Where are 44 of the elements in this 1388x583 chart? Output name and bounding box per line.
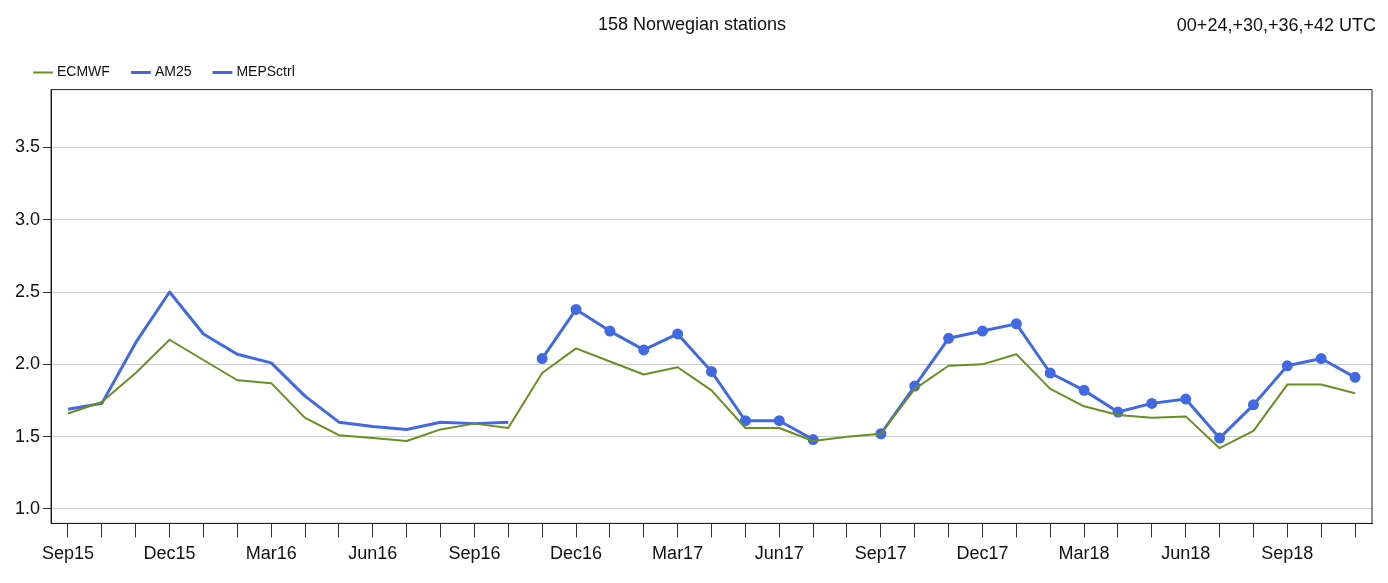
y-tick-label: 1.0 <box>14 497 41 518</box>
chart-title: 158 Norwegian stations <box>597 13 787 34</box>
text: 00+24,+30,+36,+42 UTC <box>1176 14 1376 35</box>
legend-label: AM25 <box>154 63 192 80</box>
point <box>638 344 650 356</box>
point <box>1281 360 1293 372</box>
point <box>1146 397 1158 409</box>
point <box>739 415 751 427</box>
point <box>1010 318 1022 330</box>
x-tick-label: Sep15 <box>41 543 94 564</box>
point <box>1214 432 1226 444</box>
point <box>976 325 988 337</box>
point <box>536 353 548 365</box>
x-tick-label: Mar18 <box>1058 543 1110 564</box>
y-tick-label: 3.5 <box>14 136 41 157</box>
point <box>604 325 616 337</box>
point <box>672 328 684 340</box>
point <box>1078 384 1090 396</box>
x-tick-label: Dec17 <box>956 543 1009 564</box>
y-tick-label: 3.0 <box>14 208 41 229</box>
x-tick-label: Jun17 <box>754 543 804 564</box>
x-tick-label: Jun18 <box>1161 543 1211 564</box>
legend-label: ECMWF <box>57 63 110 80</box>
x-tick-label: Dec15 <box>143 543 196 564</box>
x-tick-label: Sep17 <box>854 543 907 564</box>
point <box>570 303 582 315</box>
point <box>1315 353 1327 365</box>
legend-label: MEPSctrl <box>236 63 295 80</box>
point <box>706 366 718 378</box>
x-tick-label: Sep16 <box>448 543 501 564</box>
y-tick-label: 2.5 <box>14 281 41 302</box>
x-tick-label: Sep18 <box>1261 543 1314 564</box>
x-tick-label: Dec16 <box>550 543 603 564</box>
point <box>1349 371 1361 383</box>
point <box>943 332 955 344</box>
x-tick-label: Jun16 <box>348 543 398 564</box>
x-tick-label: Mar17 <box>652 543 704 564</box>
y-tick-label: 1.5 <box>14 425 41 446</box>
point <box>773 415 785 427</box>
point <box>1044 367 1056 379</box>
x-tick-label: Mar16 <box>245 543 297 564</box>
y-tick-label: 2.0 <box>14 353 41 374</box>
point <box>1247 399 1259 411</box>
point <box>1180 393 1192 405</box>
